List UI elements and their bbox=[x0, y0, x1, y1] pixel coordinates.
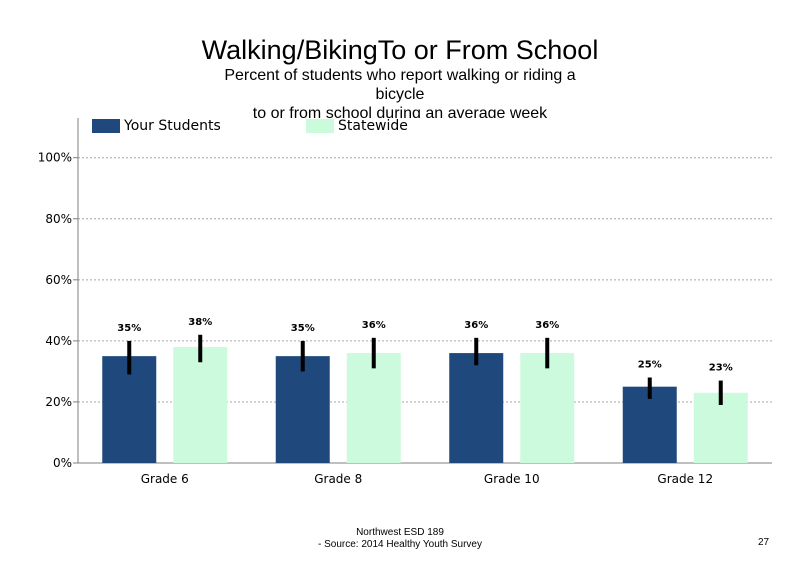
bar-your-students bbox=[449, 353, 504, 463]
chart-title: Walking/BikingTo or From School bbox=[201, 35, 599, 65]
subtitle-line: bicycle bbox=[375, 86, 425, 103]
y-tick-label: 20% bbox=[45, 395, 72, 409]
data-label: 36% bbox=[362, 320, 386, 331]
x-tick-label: Grade 6 bbox=[141, 472, 189, 486]
x-tick-label: Grade 10 bbox=[484, 472, 540, 486]
data-label: 36% bbox=[464, 320, 488, 331]
bar-your-students bbox=[622, 386, 677, 463]
legend-item-statewide: Statewide bbox=[306, 118, 408, 134]
x-tick-label: Grade 12 bbox=[657, 472, 713, 486]
chart-subtitle: Percent of students who report walking o… bbox=[0, 66, 800, 118]
legend-label: Statewide bbox=[338, 118, 408, 134]
footer-source: - Source: 2014 Healthy Youth Survey bbox=[318, 539, 482, 550]
y-tick-label: 0% bbox=[53, 456, 72, 470]
legend-label: Your Students bbox=[124, 118, 221, 134]
legend-item-your-students: Your Students bbox=[92, 118, 221, 134]
y-tick-label: 40% bbox=[45, 334, 72, 348]
subtitle-line: Percent of students who report walking o… bbox=[224, 67, 576, 84]
bar-your-students bbox=[275, 356, 330, 463]
data-label: 35% bbox=[291, 323, 315, 334]
bar-statewide bbox=[173, 346, 228, 463]
bar-statewide bbox=[520, 353, 575, 463]
x-tick-label: Grade 8 bbox=[314, 472, 362, 486]
footer: Northwest ESD 189 - Source: 2014 Healthy… bbox=[0, 527, 800, 551]
footer-org: Northwest ESD 189 bbox=[356, 527, 444, 538]
legend-swatch-statewide bbox=[306, 119, 334, 133]
legend-swatch-your-students bbox=[92, 119, 120, 133]
page-number: 27 bbox=[758, 537, 770, 548]
y-tick-label: 80% bbox=[45, 212, 72, 226]
data-label: 36% bbox=[535, 320, 559, 331]
bar-statewide bbox=[346, 353, 401, 463]
y-tick-label: 100% bbox=[38, 151, 72, 165]
data-label: 38% bbox=[188, 317, 212, 328]
y-tick-label: 60% bbox=[45, 273, 72, 287]
data-label: 25% bbox=[638, 360, 662, 371]
subtitle-line: to or from school during an average week bbox=[252, 105, 548, 118]
data-label: 23% bbox=[709, 363, 733, 374]
data-label: 35% bbox=[117, 323, 141, 334]
